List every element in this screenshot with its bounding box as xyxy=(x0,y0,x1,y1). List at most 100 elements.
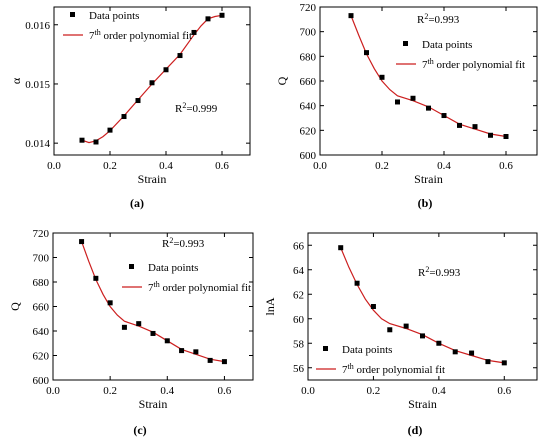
fit-line xyxy=(350,15,507,138)
fit-line xyxy=(340,247,505,364)
x-axis-label: Strain xyxy=(138,172,167,186)
r-squared-annotation: R2=0.993 xyxy=(417,12,460,27)
x-axis-label: Strain xyxy=(408,397,437,411)
y-axis-label: Q xyxy=(275,76,289,85)
y-tick-label: 680 xyxy=(33,277,50,289)
panel-a: 0.0 0.2 0.4 0.6 0.014 0.015 0.016 Strain α Data p… xyxy=(9,6,251,210)
data-point xyxy=(426,105,431,111)
data-point xyxy=(420,333,425,339)
y-tick-label: 720 xyxy=(33,228,50,240)
r-squared-annotation: R2=0.993 xyxy=(418,265,461,280)
y-axis-label: lnA xyxy=(263,297,277,315)
y-tick-label: 720 xyxy=(300,2,317,14)
y-tick-label: 640 xyxy=(33,326,50,338)
y-tick-label: 64 xyxy=(293,265,305,277)
data-point xyxy=(79,239,85,245)
x-tick-label: 0.0 xyxy=(47,160,61,172)
data-point xyxy=(348,13,354,19)
data-point xyxy=(485,359,491,365)
x-tick-label: 0.2 xyxy=(103,160,117,172)
x-tick-label: 0.4 xyxy=(160,385,174,397)
x-axis-label: Strain xyxy=(139,397,168,411)
panel-b: 0.0 0.2 0.4 0.6 600 620 640 660 680 700 720 Strain Q… xyxy=(275,2,538,210)
data-point xyxy=(107,300,113,306)
data-point xyxy=(387,327,393,333)
x-tick-label: 0.4 xyxy=(432,385,446,397)
legend: Data points 7th order polynomial fit xyxy=(396,39,525,71)
data-point xyxy=(205,16,211,22)
y-tick-label: 60 xyxy=(293,314,305,326)
legend-label: Data points xyxy=(148,262,198,274)
legend-label: 7th order polynomial fit xyxy=(422,57,525,72)
x-axis-label: Strain xyxy=(414,172,443,186)
x-tick-label: 0.6 xyxy=(497,385,511,397)
x-tick-label: 0.6 xyxy=(215,160,229,172)
legend-label: Data points xyxy=(342,344,392,356)
y-tick-label: 620 xyxy=(33,351,50,363)
legend: Data points 7th order polynomial fit xyxy=(316,344,445,376)
data-point xyxy=(441,113,447,119)
y-tick-label: 660 xyxy=(300,76,317,88)
data-point xyxy=(410,95,416,101)
plot-frame xyxy=(53,6,251,156)
x-tick-label: 0.2 xyxy=(367,385,381,397)
legend-label: 7th order polynomial fit xyxy=(148,280,251,295)
data-point xyxy=(501,360,507,366)
x-tick-label: 0.6 xyxy=(218,385,232,397)
y-tick-label: 0.016 xyxy=(25,20,50,32)
data-point xyxy=(136,321,142,327)
panel-label: (a) xyxy=(130,196,144,210)
y-tick-label: 600 xyxy=(33,375,50,387)
data-point xyxy=(121,114,127,120)
data-point xyxy=(191,29,197,35)
data-point xyxy=(150,330,156,336)
fit-line xyxy=(81,241,225,363)
legend-marker xyxy=(70,12,75,17)
panel-d: 0.0 0.2 0.4 0.6 56 58 60 62 64 66 Strain lnA Data po… xyxy=(263,232,538,437)
data-point xyxy=(179,348,185,354)
data-point xyxy=(469,350,475,356)
data-point xyxy=(149,80,155,86)
r-squared-annotation: R2=0.993 xyxy=(162,236,205,251)
data-point xyxy=(93,139,99,145)
data-point xyxy=(436,340,442,346)
legend-label: 7th order polynomial fit xyxy=(89,28,192,43)
data-point xyxy=(79,137,85,143)
legend-label: 7th order polynomial fit xyxy=(342,362,445,377)
data-point xyxy=(163,67,169,73)
y-tick-label: 58 xyxy=(293,338,305,350)
plot-frame xyxy=(307,232,538,381)
legend-label: Data points xyxy=(422,39,472,51)
x-tick-label: 0.0 xyxy=(301,385,315,397)
x-tick-label: 0.0 xyxy=(313,160,327,172)
legend-label: Data points xyxy=(89,10,139,22)
y-tick-label: 640 xyxy=(300,101,317,113)
data-point xyxy=(354,280,360,286)
legend-marker xyxy=(403,41,408,46)
x-tick-label: 0.2 xyxy=(103,385,117,397)
r-squared-annotation: R2=0.999 xyxy=(175,101,218,116)
y-tick-label: 56 xyxy=(293,363,305,375)
data-point xyxy=(395,99,400,105)
x-tick-label: 0.6 xyxy=(499,160,513,172)
legend-marker xyxy=(129,264,134,269)
data-point xyxy=(207,357,213,363)
data-point xyxy=(177,53,183,59)
panel-c: 0.0 0.2 0.4 0.6 600 620 640 660 680 700 720 Strain Q… xyxy=(8,228,254,437)
legend: Data points 7th order polynomial fit xyxy=(63,10,192,42)
legend: Data points 7th order polynomial fit xyxy=(122,262,251,294)
data-point xyxy=(472,124,478,130)
plot-frame xyxy=(319,6,538,156)
data-point xyxy=(219,12,225,18)
x-tick-label: 0.4 xyxy=(437,160,451,172)
y-tick-label: 600 xyxy=(300,150,317,162)
y-axis-label: Q xyxy=(8,302,22,311)
panel-label: (d) xyxy=(408,423,423,437)
data-point xyxy=(193,349,199,355)
data-point xyxy=(107,127,113,133)
data-point xyxy=(164,338,170,344)
y-tick-label: 680 xyxy=(300,51,317,63)
data-point xyxy=(370,304,376,309)
y-tick-label: 0.015 xyxy=(25,79,50,91)
